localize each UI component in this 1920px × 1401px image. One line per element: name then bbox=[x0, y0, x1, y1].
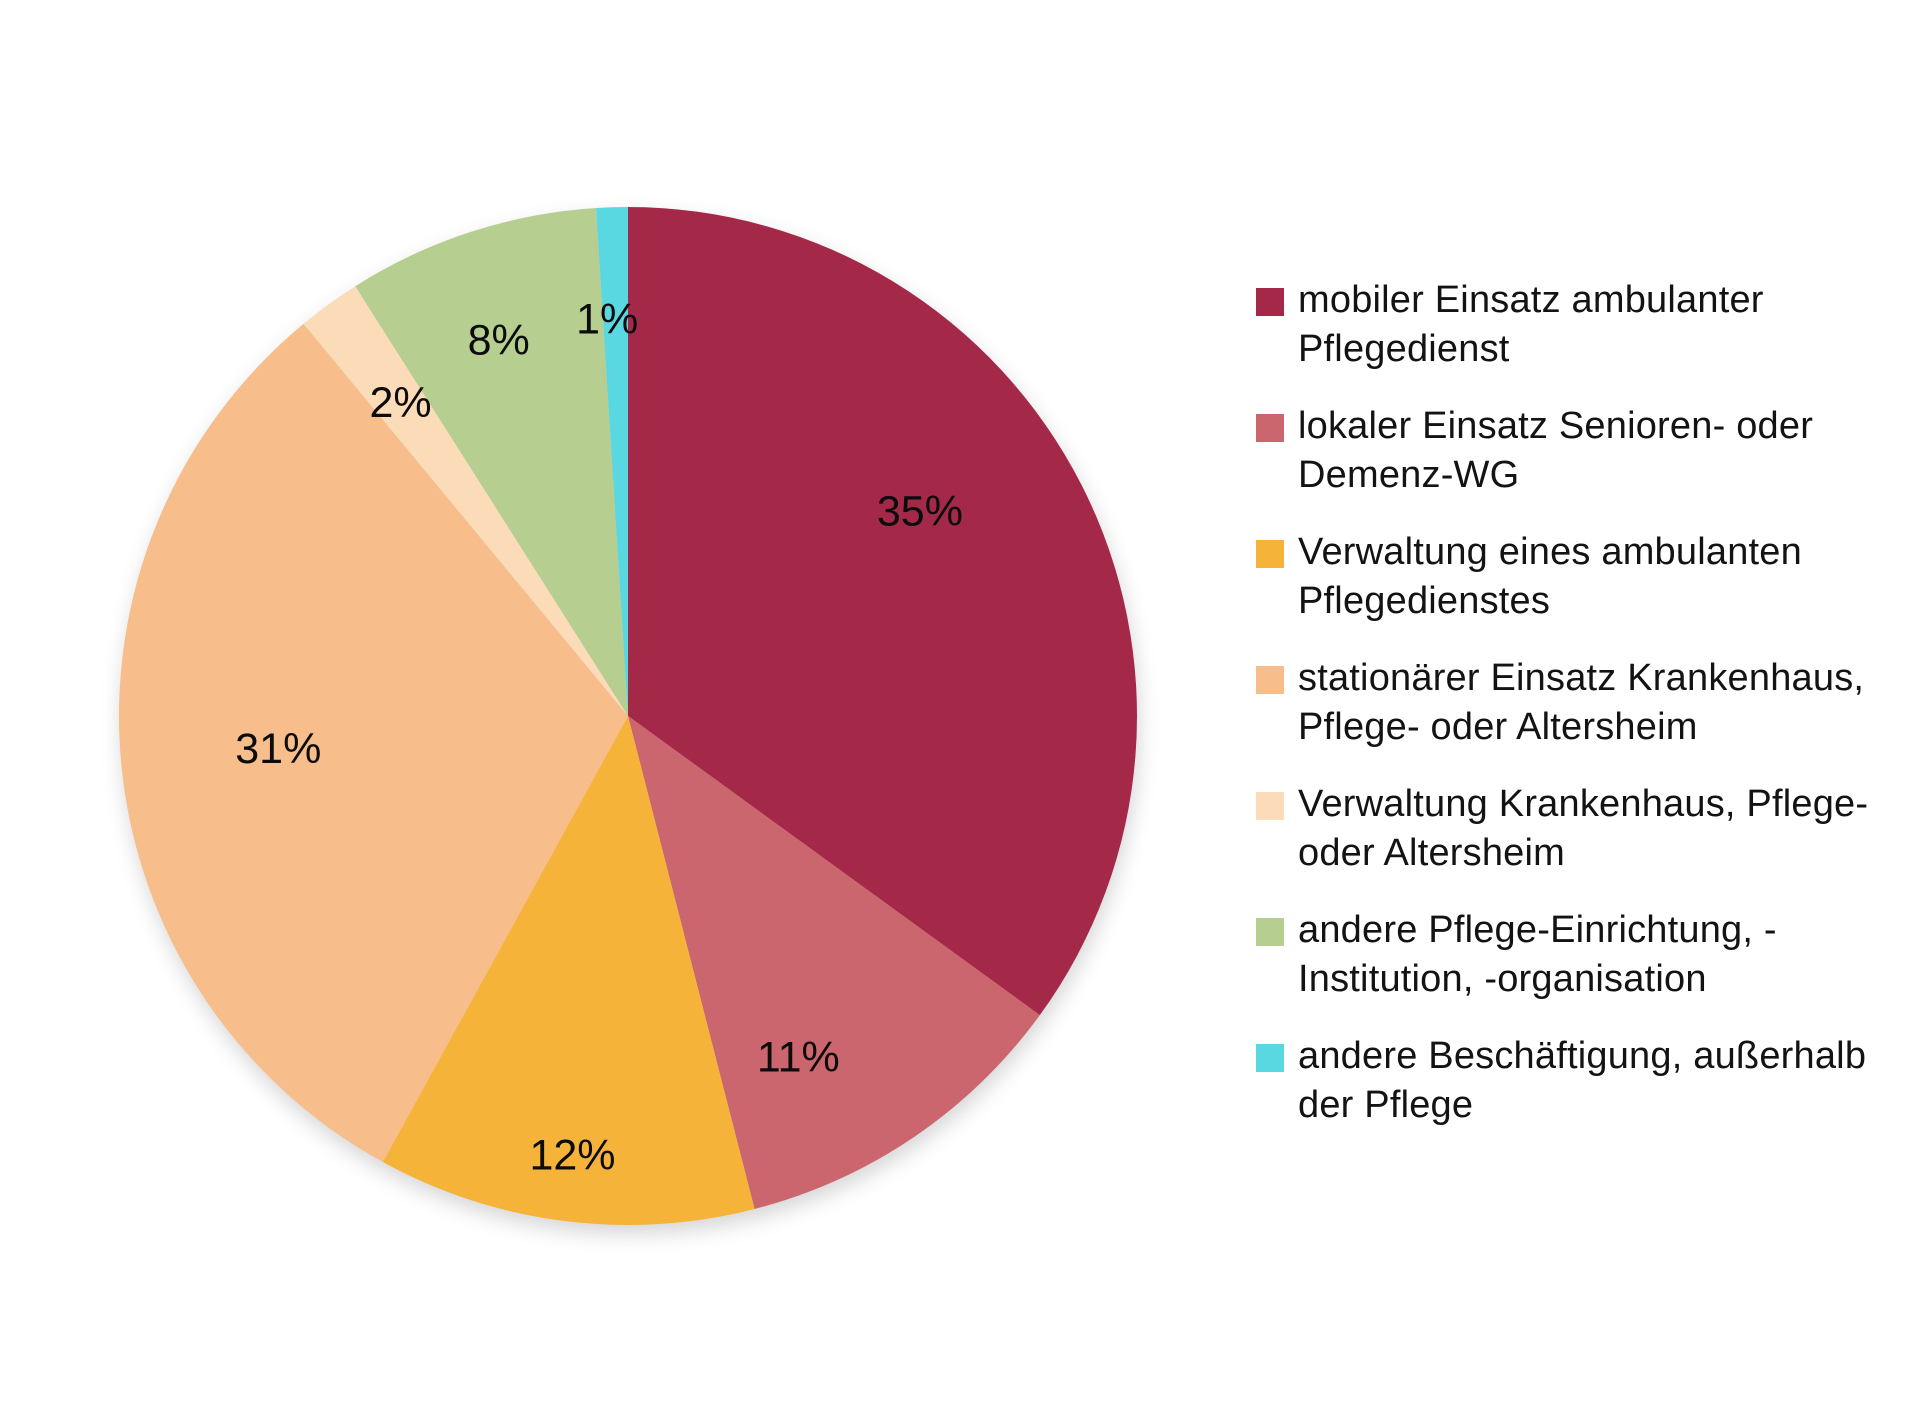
legend-item: andere Beschäftigung, außerhalb der Pfle… bbox=[1256, 1032, 1920, 1130]
legend-item: andere Pflege-Einrichtung, - Institution… bbox=[1256, 906, 1920, 1004]
legend-swatch-icon bbox=[1256, 918, 1284, 946]
legend-swatch-icon bbox=[1256, 792, 1284, 820]
pie-slice-label: 8% bbox=[468, 317, 530, 365]
legend-item: Verwaltung Krankenhaus, Pflege- oder Alt… bbox=[1256, 780, 1920, 878]
legend-label: stationärer Einsatz Krankenhaus, Pflege-… bbox=[1298, 657, 1865, 748]
pie-slice-3 bbox=[382, 716, 755, 1225]
legend-label: Verwaltung Krankenhaus, Pflege- oder Alt… bbox=[1298, 783, 1869, 874]
pie-slice-1 bbox=[628, 207, 1137, 1016]
pie-slice-label: 12% bbox=[529, 1131, 615, 1179]
legend-label: lokaler Einsatz Senioren- oder Demenz-WG bbox=[1298, 405, 1814, 496]
legend-label: andere Beschäftigung, außerhalb der Pfle… bbox=[1298, 1035, 1867, 1126]
pie-slice-label: 11% bbox=[757, 1034, 840, 1082]
legend-swatch-icon bbox=[1256, 1044, 1284, 1072]
legend-label: Verwaltung eines ambulanten Pflegedienst… bbox=[1298, 531, 1802, 622]
legend-swatch-icon bbox=[1256, 288, 1284, 316]
pie-slice-6 bbox=[355, 208, 628, 716]
legend-item: mobiler Einsatz ambulanter Pflegedienst bbox=[1256, 276, 1920, 374]
pie-slice-4 bbox=[119, 323, 628, 1163]
legend-swatch-icon bbox=[1256, 540, 1284, 568]
pie-slice-label: 2% bbox=[370, 379, 432, 427]
pie-slice-label: 1% bbox=[576, 296, 638, 344]
legend-item: stationärer Einsatz Krankenhaus, Pflege-… bbox=[1256, 654, 1920, 752]
legend-item: lokaler Einsatz Senioren- oder Demenz-WG bbox=[1256, 402, 1920, 500]
legend: mobiler Einsatz ambulanter Pflegedienst l… bbox=[1256, 276, 1920, 1158]
pie-slice-7 bbox=[596, 206, 628, 716]
legend-swatch-icon bbox=[1256, 414, 1284, 442]
legend-label: andere Pflege-Einrichtung, - Institution… bbox=[1298, 909, 1777, 1000]
pie-slice-2 bbox=[628, 716, 1040, 1210]
pie-slice-5 bbox=[303, 286, 628, 716]
legend-swatch-icon bbox=[1256, 666, 1284, 694]
legend-label: mobiler Einsatz ambulanter Pflegedienst bbox=[1298, 279, 1764, 370]
legend-item: Verwaltung eines ambulanten Pflegedienst… bbox=[1256, 528, 1920, 626]
pie-slice-label: 31% bbox=[235, 725, 321, 773]
pie-slice-label: 35% bbox=[877, 488, 963, 536]
